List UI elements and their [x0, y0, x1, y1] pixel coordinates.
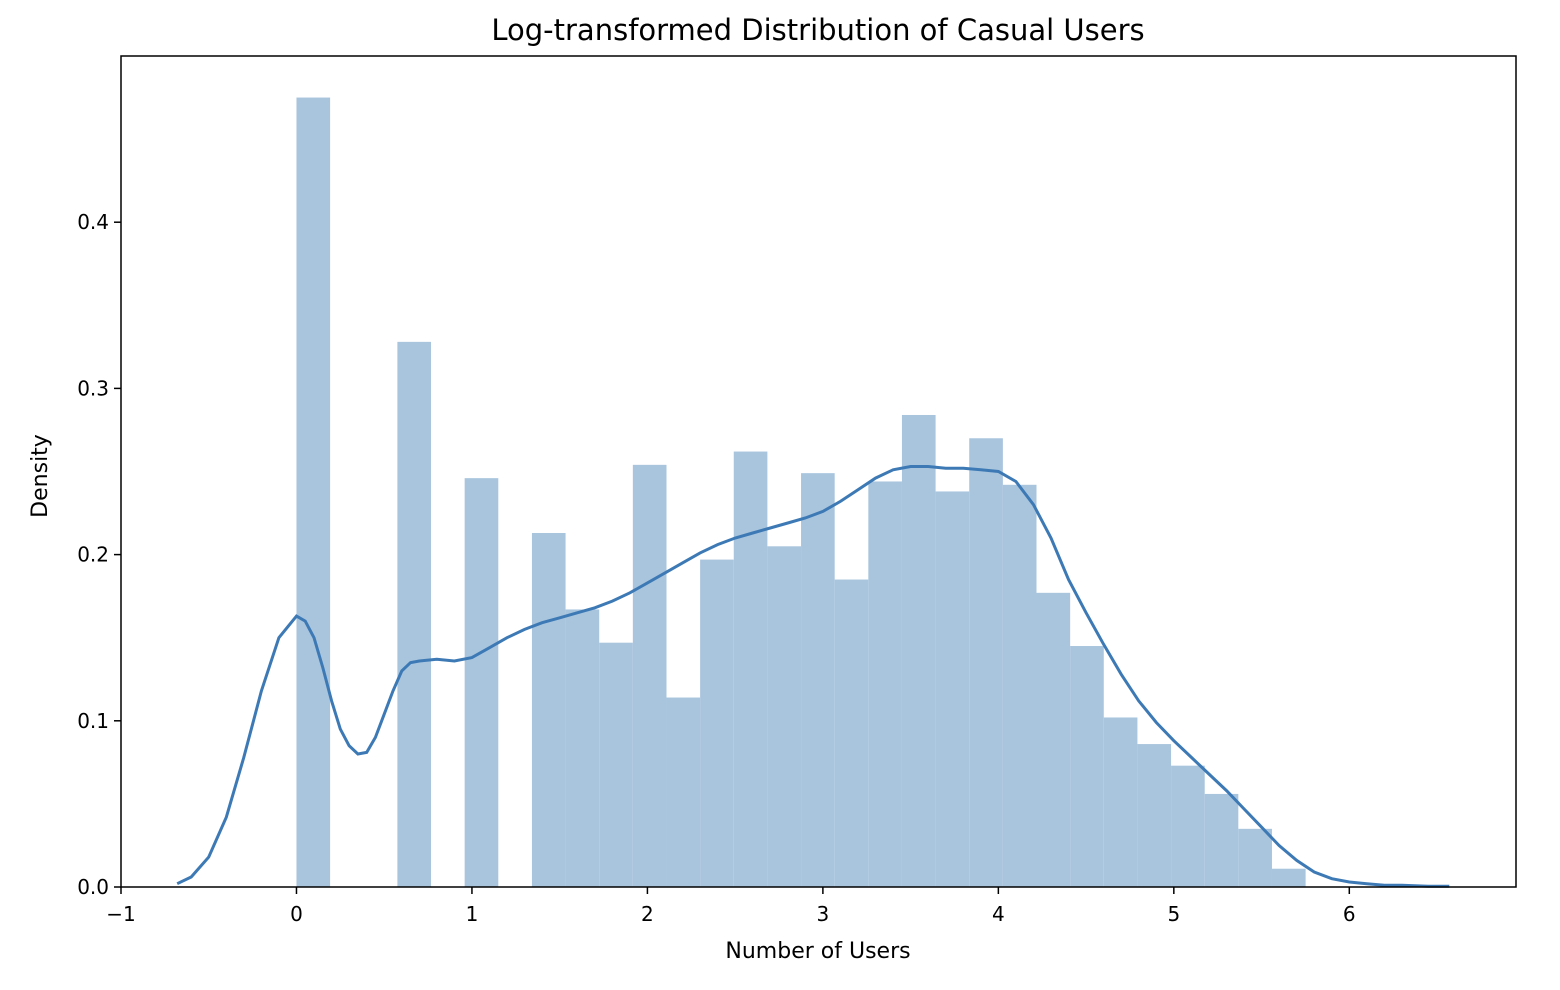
x-axis-label: Number of Users — [725, 939, 910, 964]
histogram-bar — [397, 341, 432, 887]
x-tick-label: 4 — [992, 902, 1005, 926]
histogram-bar — [1271, 868, 1306, 887]
histogram-bar — [700, 559, 734, 887]
kde-line — [176, 465, 1450, 888]
x-tick-label: 2 — [641, 902, 654, 926]
chart-title: Log-transformed Distribution of Casual U… — [491, 13, 1144, 47]
histogram-bar — [296, 97, 331, 888]
histogram-bar — [1204, 793, 1239, 887]
x-tick-label: −1 — [106, 902, 135, 926]
plot-area — [176, 97, 1450, 888]
plot-frame — [120, 55, 1517, 888]
y-tick-label: 0.3 — [77, 376, 109, 400]
histogram-bar — [935, 491, 970, 887]
histogram-bar — [901, 414, 936, 887]
histogram-bar — [969, 438, 1003, 887]
histogram-bar — [1171, 765, 1205, 887]
histogram-bar — [632, 464, 667, 887]
axes: −1 0 1 2 3 4 5 6 0.0 0.1 0.2 0.3 0.4 — [77, 210, 1355, 926]
y-axis-label: Density — [28, 434, 53, 518]
x-tick-label: 6 — [1343, 902, 1356, 926]
y-tick-label: 0.4 — [77, 210, 109, 234]
y-tick-label: 0.0 — [77, 875, 109, 899]
histogram-bar — [666, 697, 701, 887]
histogram-bar — [531, 532, 566, 887]
histogram-bar — [868, 481, 902, 887]
histogram-bar — [565, 609, 600, 887]
x-tick-label: 5 — [1167, 902, 1180, 926]
histogram-bar — [599, 642, 633, 887]
histogram-bar — [1070, 646, 1104, 887]
y-tick-label: 0.2 — [77, 543, 109, 567]
histogram-bar — [464, 478, 499, 887]
histogram-bar — [1002, 484, 1037, 887]
y-tick-label: 0.1 — [77, 709, 109, 733]
x-tick-label: 3 — [817, 902, 830, 926]
x-tick-label: 0 — [290, 902, 303, 926]
histogram-bar — [1036, 592, 1071, 887]
histogram-bar — [733, 451, 768, 887]
histogram-bar — [834, 579, 869, 887]
histogram-bar — [801, 473, 835, 887]
histogram-bar — [767, 546, 802, 887]
histogram-bar — [1238, 828, 1272, 887]
histogram-bar — [1137, 744, 1172, 887]
histogram-bar — [1103, 717, 1138, 887]
x-tick-label: 1 — [466, 902, 479, 926]
